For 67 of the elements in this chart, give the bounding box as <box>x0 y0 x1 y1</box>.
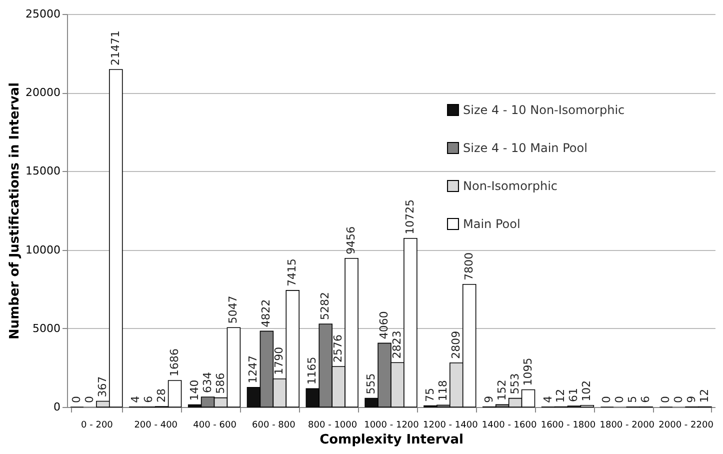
data-label: 634 <box>200 372 214 394</box>
data-label: 0 <box>613 396 626 403</box>
data-label: 118 <box>436 380 450 402</box>
y-tick-label: 0 <box>54 400 60 414</box>
x-tick-label: 1000 - 1200 <box>364 420 420 430</box>
legend-label: Main Pool <box>463 217 520 231</box>
x-tick-label: 200 - 400 <box>134 420 178 430</box>
data-label: 9456 <box>344 226 358 254</box>
data-label: 7415 <box>286 258 299 286</box>
y-tick-label: 10000 <box>26 243 60 256</box>
data-label: 75 <box>423 388 436 402</box>
data-label: 5047 <box>226 296 240 324</box>
data-label: 6 <box>142 396 155 403</box>
x-tick-label: 1400 - 1600 <box>482 420 537 430</box>
data-label: 1790 <box>272 346 286 375</box>
data-label: 0 <box>82 396 96 403</box>
data-label: 102 <box>580 380 594 402</box>
x-tick-label: 1800 - 2000 <box>600 420 655 430</box>
data-label: 7800 <box>462 252 476 280</box>
data-label: 0 <box>600 396 614 403</box>
y-tick-label: 20000 <box>26 86 60 100</box>
data-label: 4 <box>128 396 142 403</box>
data-label: 5282 <box>318 292 332 320</box>
data-label: 6 <box>639 396 652 403</box>
x-tick-label: 1600 - 1800 <box>540 420 596 430</box>
data-label: 586 <box>214 372 227 394</box>
data-label: 367 <box>96 376 109 398</box>
legend-label: Size 4 - 10 Main Pool <box>463 141 588 155</box>
legend-label: Non-Isomorphic <box>463 179 558 193</box>
data-label: 1095 <box>521 358 534 386</box>
x-tick-label: 600 - 800 <box>252 420 296 430</box>
data-label: 555 <box>364 373 378 394</box>
data-label: 2823 <box>390 330 404 359</box>
data-label: 2576 <box>332 334 345 363</box>
data-label: 4 <box>541 396 554 403</box>
x-axis-title: Complexity Interval <box>320 432 464 448</box>
data-label: 61 <box>567 388 580 402</box>
y-tick-label: 5000 <box>32 322 60 335</box>
data-label: 4060 <box>378 311 391 340</box>
x-tick-label: 400 - 600 <box>193 420 237 430</box>
data-label: 1686 <box>168 348 181 376</box>
y-tick-label: 15000 <box>26 164 60 178</box>
data-label: 152 <box>495 380 508 401</box>
x-tick-label: 2000 - 2200 <box>658 420 714 430</box>
data-label: 1247 <box>246 355 260 384</box>
y-axis-title: Number of Justifications in Interval <box>8 82 23 340</box>
data-label: 553 <box>508 373 522 394</box>
data-label: 28 <box>154 388 168 403</box>
x-tick-label: 800 - 1000 <box>308 420 358 430</box>
data-label: 4822 <box>260 299 273 328</box>
data-label: 12 <box>698 388 711 403</box>
data-label: 0 <box>70 396 84 403</box>
data-label: 140 <box>188 380 201 401</box>
data-label: 0 <box>672 396 686 403</box>
y-tick-label: 25000 <box>26 8 60 20</box>
data-label: 9 <box>482 396 496 403</box>
data-label: 5 <box>626 396 640 403</box>
data-label: 9 <box>685 396 698 403</box>
x-tick-label: 1200 - 1400 <box>423 420 478 430</box>
data-label: 12 <box>554 388 568 403</box>
legend-label: Size 4 - 10 Non-Isomorphic <box>463 103 625 117</box>
data-label: 21471 <box>108 30 122 66</box>
data-label: 1165 <box>306 356 319 385</box>
data-label: 10725 <box>403 199 416 234</box>
data-label: 2809 <box>449 330 462 359</box>
x-tick-label: 0 - 200 <box>81 420 114 430</box>
data-label: 0 <box>659 396 672 403</box>
